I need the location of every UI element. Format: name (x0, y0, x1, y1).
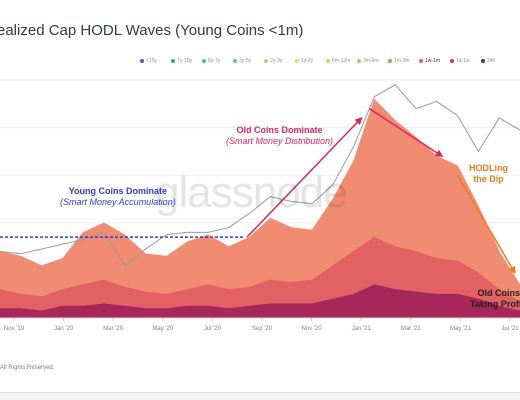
legend-item-5y7y[interactable]: 5y-7y (202, 58, 220, 64)
x-tick-label: Nov '20 (302, 326, 323, 332)
legend-item-10y[interactable]: <10y (140, 58, 157, 64)
legend-item-3y5y[interactable]: 3y-5y (233, 58, 251, 64)
x-tick-label: May '21 (450, 326, 471, 332)
legend-label: 1w-1m (425, 58, 441, 64)
legend-dot (233, 59, 237, 63)
legend-label: 1y-2y (301, 58, 314, 64)
legend-item-7y10y[interactable]: 7y-10y (171, 58, 192, 64)
legend-label: 1d-1w (456, 58, 470, 64)
annotation-young-coins: Young Coins Dominate (Smart Money Accumu… (60, 186, 176, 208)
legend-item-1y2y[interactable]: 1y-2y (295, 58, 313, 64)
legend-label: 3m-6m (363, 58, 379, 64)
x-tick-label: Jul '20 (204, 326, 222, 332)
annotation-hodling-line1: HODLing (469, 163, 508, 173)
annotation-old-subtitle: (Smart Money Distribution) (226, 135, 334, 146)
legend-item-1w1m[interactable]: 1w-1m (419, 58, 440, 64)
glassnode-watermark: glassnode (155, 168, 348, 217)
legend-dot (450, 59, 454, 63)
x-tick-label: Nov '19 (4, 326, 25, 332)
annotation-taking-profit: Old Coins Taking Profi (470, 288, 520, 310)
x-tick-label: Mar '20 (103, 326, 123, 332)
chart-legend: <10y 7y-10y 5y-7y 3y-5y 2y-3y 1y-2y 6m-12m 3m-6… (140, 58, 520, 70)
legend-dot (171, 59, 175, 63)
legend-label: <10y (146, 58, 157, 64)
legend-label: 1m-3m (394, 58, 410, 64)
price-line (0, 84, 520, 267)
legend-item-2y3y[interactable]: 2y-3y (264, 58, 282, 64)
annotation-young-subtitle: (Smart Money Accumulation) (60, 196, 176, 207)
legend-item-24h[interactable]: 24h (481, 58, 495, 64)
annotation-old-title: Old Coins Dominate (236, 125, 323, 135)
legend-dot (326, 59, 330, 63)
x-tick-label: Jan '20 (54, 326, 74, 332)
annotation-hodling: HODLing the Dip (469, 163, 508, 185)
annotation-profit-line1: Old Coins (477, 288, 520, 298)
annotation-profit-line2: Taking Profi (470, 298, 520, 309)
annotation-young-title: Young Coins Dominate (68, 186, 168, 196)
legend-label: 3y-5y (239, 58, 252, 64)
legend-dot (357, 59, 361, 63)
legend-item-1d1w[interactable]: 1d-1w (450, 58, 470, 64)
x-tick-label: Jul '21 (501, 326, 519, 332)
legend-dot (202, 59, 206, 63)
legend-label: 24h (487, 58, 496, 64)
annotation-arrow-2 (368, 107, 444, 157)
legend-dot (481, 59, 485, 63)
legend-dot (295, 59, 299, 63)
legend-item-6m12m[interactable]: 6m-12m (326, 58, 350, 64)
legend-dot (264, 59, 268, 63)
x-tick-label: Sep '20 (252, 326, 273, 332)
legend-dot (419, 59, 423, 63)
chart-title: ealized Cap HODL Waves (Young Coins <1m) (0, 22, 304, 39)
annotation-old-coins: Old Coins Dominate (Smart Money Distribu… (226, 125, 333, 147)
legend-label: 6m-12m (332, 58, 351, 64)
area-series-24h (0, 284, 520, 319)
legend-label: 2y-3y (270, 58, 283, 64)
legend-dot (140, 59, 144, 63)
legend-item-1m3m[interactable]: 1m-3m (388, 58, 410, 64)
x-tick-label: May '20 (152, 326, 173, 332)
legend-dot (388, 59, 392, 63)
x-tick-label: Mar '21 (401, 326, 421, 332)
copyright-footer: All Rights Reserved. (0, 365, 55, 371)
annotation-hodling-line2: the Dip (473, 173, 504, 184)
annotation-arrow-3 (456, 174, 516, 275)
annotation-arrow-1 (246, 116, 363, 238)
legend-item-3m6m[interactable]: 3m-6m (357, 58, 379, 64)
legend-label: 5y-7y (208, 58, 221, 64)
legend-label: 7y-10y (177, 58, 193, 64)
x-tick-label: Jan '21 (352, 326, 372, 332)
